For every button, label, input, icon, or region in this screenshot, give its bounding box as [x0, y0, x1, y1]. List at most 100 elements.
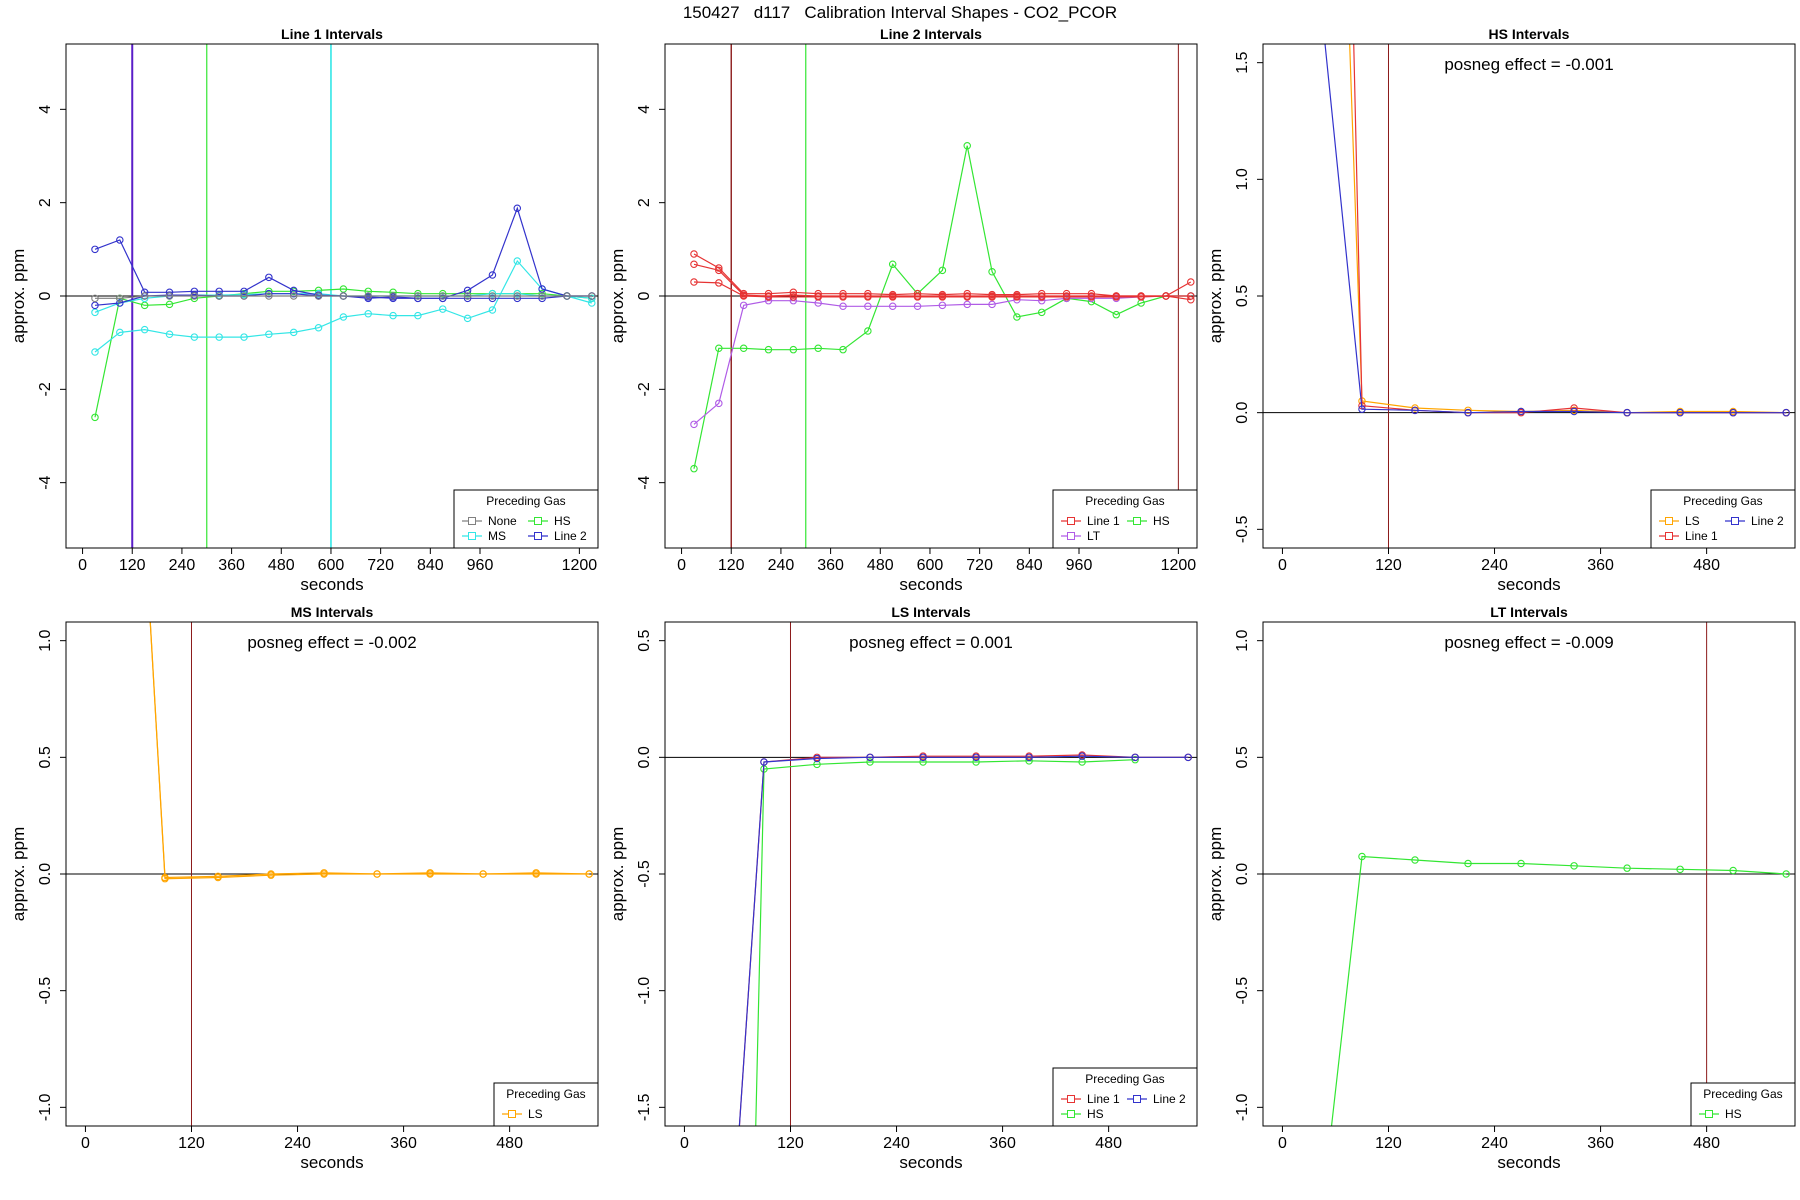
data-point — [1676, 865, 1684, 874]
x-tick-label: 240 — [284, 1135, 311, 1152]
x-tick-label: 1200 — [1161, 557, 1197, 574]
panel-3: HS Intervals 0 120 240 360 480 -0.5 0.0 0.5 1.0 1.… — [1206, 26, 1796, 594]
data-point — [140, 292, 149, 300]
legend-swatch-marker — [1665, 517, 1673, 525]
plot-frame — [664, 621, 1198, 1127]
data-point — [438, 289, 447, 298]
data-point — [265, 273, 273, 282]
data-point — [1570, 862, 1578, 870]
legend-entry-label: HS — [1153, 514, 1170, 528]
series-line — [693, 145, 1191, 469]
y-tick-label: 0.0 — [1234, 401, 1251, 423]
legend-entry-label: None — [488, 514, 517, 528]
data-point — [588, 299, 596, 307]
data-point — [289, 289, 298, 298]
data-point — [414, 294, 422, 303]
x-tick-label: 120 — [777, 1135, 804, 1152]
plot-area — [1263, 622, 1795, 1126]
y-tick-label: -2 — [636, 382, 653, 396]
y-axis-label: approx. ppm — [1206, 249, 1225, 344]
legend-entry-label: Line 1 — [1087, 514, 1120, 528]
data-point — [760, 758, 768, 766]
x-tick-label: 480 — [496, 1135, 523, 1152]
legend-swatch-marker — [534, 532, 542, 540]
data-point — [1013, 293, 1021, 301]
data-point — [538, 292, 546, 300]
data-point — [715, 279, 723, 287]
x-tick-label: 0 — [78, 557, 87, 574]
data-point — [161, 873, 169, 882]
legend-entry-label: Line 1 — [1087, 1092, 1120, 1106]
legend-swatch-marker — [534, 517, 542, 525]
legend-swatch-marker — [1067, 1110, 1075, 1118]
data-point — [764, 345, 773, 354]
x-tick-label: 1200 — [562, 557, 598, 574]
x-tick-label: 240 — [1481, 557, 1508, 574]
data-point — [919, 758, 927, 766]
data-point — [913, 302, 922, 311]
x-tick-label: 960 — [1066, 557, 1093, 574]
series-line — [755, 759, 1136, 1126]
data-point — [690, 278, 698, 286]
x-tick-label: 120 — [178, 1135, 205, 1152]
data-point — [389, 292, 397, 300]
data-point — [1411, 856, 1419, 864]
data-point — [140, 301, 149, 310]
data-point — [963, 141, 971, 150]
data-point — [715, 264, 723, 272]
legend-entry-label: HS — [554, 514, 571, 528]
data-point — [690, 420, 698, 429]
x-tick-label: 120 — [119, 557, 146, 574]
data-point — [190, 292, 199, 300]
panel-5: LS Intervals 0 120 240 360 480 -1.5 -1.0 -0.5 0.0… — [608, 604, 1198, 1172]
data-point — [888, 302, 897, 311]
data-point — [215, 333, 223, 341]
data-point — [165, 300, 174, 309]
data-point — [364, 292, 372, 300]
data-point — [214, 872, 222, 881]
data-point — [814, 344, 822, 353]
x-tick-label: 360 — [390, 1135, 417, 1152]
data-point — [1411, 406, 1419, 415]
data-point — [91, 245, 99, 254]
data-point — [165, 292, 174, 300]
data-point — [190, 333, 199, 341]
data-point — [389, 294, 397, 303]
x-tick-label: 480 — [867, 557, 894, 574]
data-point — [1112, 310, 1121, 319]
data-point — [814, 293, 822, 301]
data-point — [314, 292, 323, 300]
data-point — [488, 306, 497, 314]
legend-swatch-marker — [1133, 517, 1141, 525]
data-point — [265, 330, 273, 339]
data-point — [1782, 870, 1790, 878]
panel-6: LT Intervals 0 120 240 360 480 -1.0 -0.5 0.0 0.5 1… — [1206, 604, 1796, 1172]
data-point — [1464, 406, 1472, 415]
x-tick-label: 240 — [768, 557, 795, 574]
data-point — [513, 289, 522, 298]
plot-area — [665, 622, 1197, 1126]
data-point — [988, 267, 996, 276]
posneg-annotation: posneg effect = -0.002 — [247, 633, 416, 652]
data-point — [389, 311, 397, 320]
data-point — [739, 344, 748, 353]
x-axis-label: seconds — [899, 575, 962, 594]
data-point — [364, 287, 372, 296]
data-point — [938, 293, 947, 301]
x-axis-label: seconds — [300, 1153, 363, 1172]
data-point — [864, 293, 872, 301]
x-tick-label: 360 — [1587, 557, 1614, 574]
data-point — [116, 294, 124, 303]
legend-swatch-marker — [508, 1110, 516, 1118]
x-tick-label: 840 — [1016, 557, 1043, 574]
data-point — [1112, 293, 1121, 301]
plot-area — [1263, 44, 1795, 548]
panel-title: Line 2 Intervals — [880, 26, 982, 42]
y-tick-label: 0.5 — [1234, 285, 1251, 307]
legend-swatch-marker — [1665, 532, 1673, 540]
legend-swatch-marker — [1067, 517, 1075, 525]
data-point — [1078, 752, 1086, 760]
panel-title: LS Intervals — [891, 604, 971, 620]
data-point — [1570, 407, 1578, 416]
y-tick-label: -4 — [37, 475, 54, 489]
